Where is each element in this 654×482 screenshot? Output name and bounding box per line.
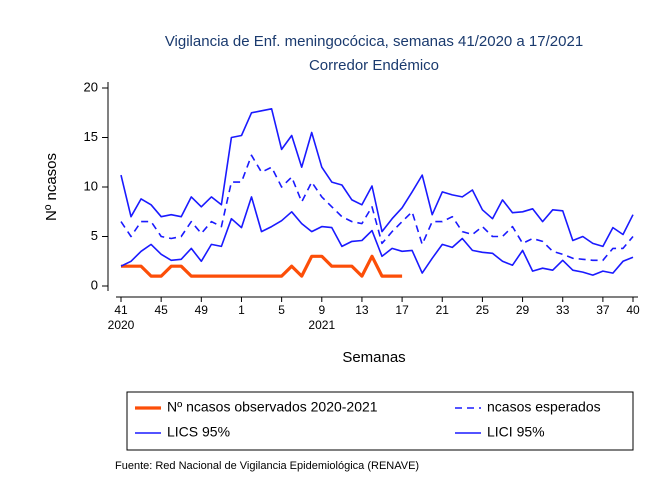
legend-label: LICI 95% xyxy=(487,424,545,440)
series-line xyxy=(120,154,634,262)
x-tick-label: 9 xyxy=(318,303,325,317)
chart-subtitle: Corredor Endémico xyxy=(309,57,439,74)
x-axis-title: Semanas xyxy=(342,349,405,366)
series-line xyxy=(121,254,403,278)
x-year-label: 2020 xyxy=(108,318,135,332)
series-line xyxy=(120,108,634,248)
x-tick-label: 41 xyxy=(114,303,128,317)
x-tick-label: 29 xyxy=(516,303,530,317)
x-tick-label: 21 xyxy=(436,303,450,317)
x-tick-label: 25 xyxy=(476,303,490,317)
source-note: Fuente: Red Nacional de Vigilancia Epide… xyxy=(115,460,419,472)
x-tick-label: 33 xyxy=(556,303,570,317)
y-tick-label: 5 xyxy=(91,228,98,243)
y-tick-label: 20 xyxy=(84,79,98,94)
x-tick-label: 17 xyxy=(395,303,409,317)
legend-label: LICS 95% xyxy=(167,424,230,440)
x-tick-label: 40 xyxy=(626,303,640,317)
y-tick-label: 0 xyxy=(91,277,98,292)
y-tick-label: 10 xyxy=(84,178,98,193)
legend-label: ncasos esperados xyxy=(487,399,601,415)
legend-label: Nº ncasos observados 2020-2021 xyxy=(167,399,378,415)
x-year-label: 2021 xyxy=(308,318,335,332)
chart-title: Vigilancia de Enf. meningocócica, semana… xyxy=(165,33,583,50)
x-tick-label: 1 xyxy=(238,303,245,317)
x-tick-label: 49 xyxy=(195,303,209,317)
y-axis-title: Nº ncasos xyxy=(43,153,60,221)
x-tick-label: 45 xyxy=(154,303,168,317)
legend-box xyxy=(126,391,634,451)
x-tick-label: 5 xyxy=(278,303,285,317)
x-tick-label: 37 xyxy=(596,303,610,317)
x-tick-label: 13 xyxy=(355,303,369,317)
y-tick-label: 15 xyxy=(84,129,98,144)
series-line xyxy=(120,196,634,276)
